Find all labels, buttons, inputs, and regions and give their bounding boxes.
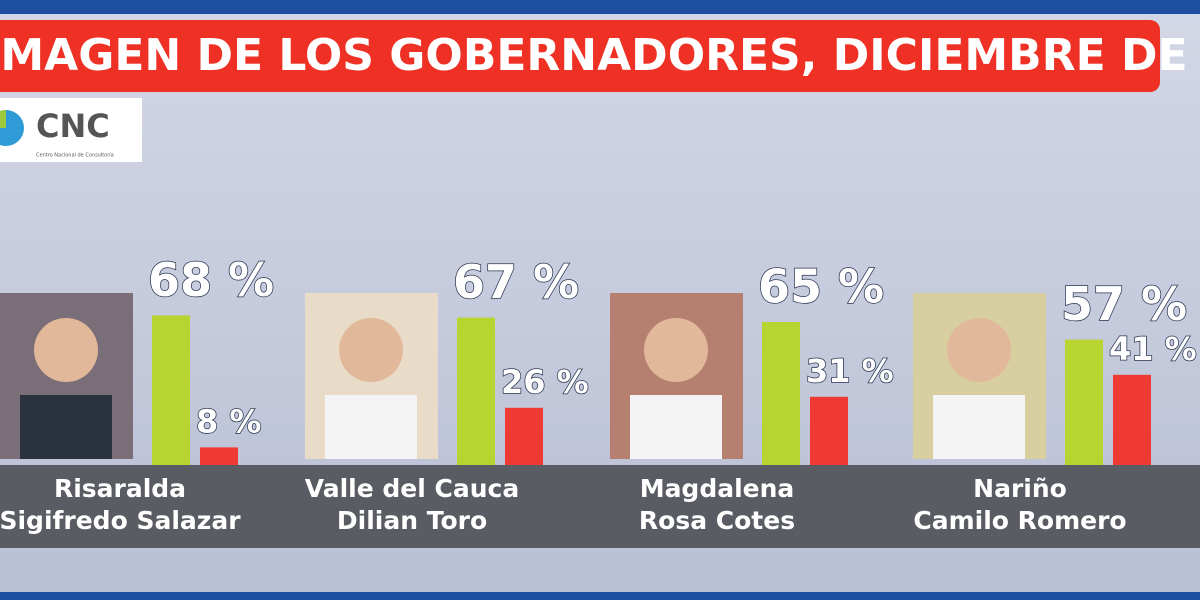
category-label: Nariño — [973, 474, 1067, 503]
photo-face — [947, 318, 1011, 382]
title-bar — [0, 20, 1160, 92]
chart-title: IMAGEN DE LOS GOBERNADORES, DICIEMBRE DE… — [0, 30, 1200, 81]
category-label: Magdalena — [640, 474, 795, 503]
bar — [810, 396, 848, 465]
value-label: 67 % — [453, 255, 579, 309]
photo-body — [630, 395, 722, 459]
bar — [762, 322, 800, 465]
photo-face — [34, 318, 98, 382]
value-label: 31 % — [806, 352, 894, 390]
photo-body — [325, 395, 417, 459]
label-band — [0, 465, 1200, 548]
photo-face — [339, 318, 403, 382]
bar — [457, 317, 495, 465]
bar — [152, 315, 190, 465]
photo-body — [20, 395, 112, 459]
bar — [1065, 339, 1103, 465]
category-label: Risaralda — [54, 474, 186, 503]
category-label: Camilo Romero — [913, 506, 1126, 535]
photo-face — [644, 318, 708, 382]
value-label: 41 % — [1109, 330, 1197, 368]
category-label: Valle del Cauca — [305, 474, 519, 503]
value-label: 8 % — [196, 402, 261, 440]
bar — [200, 447, 238, 465]
bar — [1113, 374, 1151, 465]
value-label: 26 % — [501, 363, 589, 401]
category-label: Rosa Cotes — [639, 506, 795, 535]
bottom-strip — [0, 592, 1200, 600]
category-label: Sigifredo Salazar — [0, 506, 241, 535]
category-label: Dilian Toro — [337, 506, 487, 535]
photo-body — [933, 395, 1025, 459]
value-label: 68 % — [148, 253, 274, 307]
logo-name: CNC — [36, 107, 110, 145]
logo-icon-part — [0, 110, 6, 128]
logo-subtitle: Centro Nacional de Consultoría — [36, 152, 114, 159]
bar — [505, 407, 543, 465]
value-label: 65 % — [758, 260, 884, 314]
top-strip — [0, 0, 1200, 14]
value-label: 57 % — [1061, 277, 1187, 331]
